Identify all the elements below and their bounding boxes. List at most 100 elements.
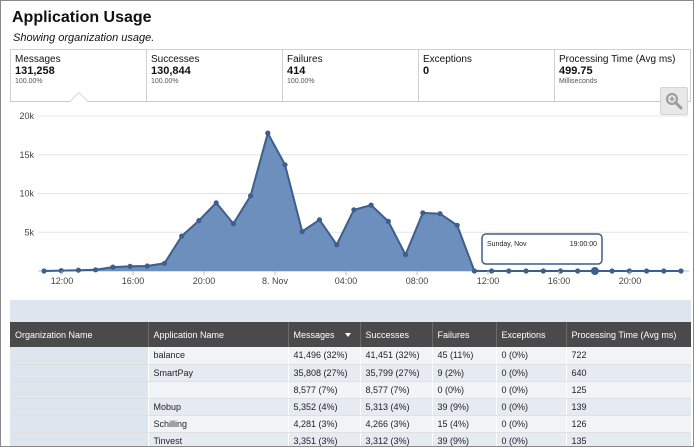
stat-successes[interactable]: Successes 130,844 100.00% (147, 50, 283, 101)
stat-value: 414 (287, 65, 306, 77)
table-row[interactable]: 8,577 (7%) 8,577 (7%) 0 (0%) 0 (0%) 125 (10, 381, 691, 399)
col-org-name[interactable]: Organization Name (10, 322, 149, 347)
table-cell (10, 398, 149, 416)
data-point[interactable] (540, 268, 546, 274)
table-row[interactable]: Mobup 5,352 (4%) 5,313 (4%) 39 (9%) 0 (0%) 13… (10, 398, 691, 416)
col-processing-time[interactable]: Processing Time (Avg ms) (566, 322, 691, 347)
tooltip-value: 19:00:00 (570, 241, 597, 248)
table-cell: 0 (0%) (496, 432, 567, 446)
data-point[interactable] (110, 264, 116, 270)
stat-sub: 100.00% (287, 78, 315, 85)
sort-desc-icon (344, 333, 351, 338)
usage-area-chart[interactable]: 20k 15k 10k 5k 12:00 16:00 20:00 8. Nov 04:00 08:… (1, 105, 694, 295)
stat-value: 499.75 (559, 65, 593, 77)
table-cell: 39 (9%) (432, 432, 497, 446)
data-point[interactable] (334, 242, 340, 248)
data-point[interactable] (590, 267, 599, 275)
data-point[interactable] (523, 268, 529, 274)
stat-exceptions[interactable]: Exceptions 0 (419, 50, 555, 101)
data-point[interactable] (368, 202, 374, 208)
usage-table: Organization Name Application Name Messa… (10, 322, 691, 446)
data-point[interactable] (127, 263, 133, 269)
table-cell: 722 (566, 347, 691, 365)
table-cell: Tinvest (148, 432, 289, 446)
data-point[interactable] (161, 260, 168, 266)
data-point[interactable] (489, 268, 495, 274)
stats-bar: Messages 131,258 100.00% Successes 130,8… (10, 49, 691, 102)
table-cell: 0 (0%) (496, 415, 567, 433)
stat-label: Messages (15, 54, 61, 65)
x-tick-label: 8. Nov (262, 276, 289, 286)
stat-label: Successes (151, 54, 200, 65)
table-header-row: Organization Name Application Name Messa… (10, 322, 691, 347)
stat-sub: 100.00% (15, 78, 43, 85)
y-tick-label: 20k (19, 111, 34, 121)
data-point[interactable] (179, 233, 185, 239)
data-point[interactable] (299, 228, 305, 235)
data-point[interactable] (609, 268, 615, 274)
data-point[interactable] (471, 268, 477, 274)
data-point[interactable] (626, 268, 633, 274)
data-point[interactable] (661, 268, 667, 274)
data-point[interactable] (454, 222, 460, 228)
stat-label: Failures (287, 54, 323, 65)
data-point[interactable] (644, 268, 650, 274)
data-point[interactable] (402, 252, 409, 258)
stat-failures[interactable]: Failures 414 100.00% (283, 50, 419, 101)
col-successes[interactable]: Successes (360, 322, 433, 347)
col-failures[interactable]: Failures (432, 322, 497, 347)
zoom-button[interactable] (660, 87, 688, 115)
table-cell: 0 (0%) (496, 347, 567, 365)
stat-processing-time[interactable]: Processing Time (Avg ms) 499.75 Millisec… (555, 50, 690, 101)
x-tick-label: 20:00 (193, 276, 216, 286)
stat-messages[interactable]: Messages 131,258 100.00% (11, 50, 147, 101)
data-point[interactable] (575, 268, 581, 274)
table-cell: 0 (0%) (496, 364, 567, 382)
table-cell (10, 347, 149, 365)
data-point[interactable] (282, 162, 288, 168)
table-cell: balance (148, 347, 289, 365)
data-point[interactable] (248, 193, 254, 199)
data-point[interactable] (385, 218, 391, 224)
table-cell: 8,577 (7%) (360, 381, 433, 399)
data-point[interactable] (41, 268, 47, 274)
data-point[interactable] (196, 218, 202, 224)
col-messages-label: Messages (293, 329, 335, 340)
y-tick-label: 15k (19, 150, 34, 160)
table-cell: 8,577 (7%) (288, 381, 361, 399)
data-point[interactable] (316, 217, 323, 223)
data-point[interactable] (93, 267, 99, 273)
table-cell (10, 415, 149, 433)
data-point[interactable] (144, 263, 150, 269)
table-cell: 39 (9%) (432, 398, 497, 416)
col-app-name[interactable]: Application Name (148, 322, 289, 347)
table-row[interactable]: Schilling 4,281 (3%) 4,266 (3%) 15 (4%) 0 (0… (10, 415, 691, 433)
table-cell: Mobup (148, 398, 289, 416)
data-point[interactable] (58, 268, 64, 274)
data-point[interactable] (506, 268, 512, 274)
data-point[interactable] (351, 207, 357, 213)
table-cell: 35,808 (27%) (288, 364, 361, 382)
stat-sub: 100.00% (151, 78, 179, 85)
table-cell: 640 (566, 364, 691, 382)
stat-label: Exceptions (423, 54, 472, 65)
x-tick-label: 16:00 (548, 276, 571, 286)
col-exceptions[interactable]: Exceptions (496, 322, 567, 347)
data-point[interactable] (213, 200, 219, 206)
data-point[interactable] (265, 130, 271, 136)
data-point[interactable] (230, 221, 236, 227)
x-tick-label: 08:00 (406, 276, 429, 286)
col-messages[interactable]: Messages (288, 322, 361, 347)
tooltip-box (481, 233, 603, 265)
data-point[interactable] (437, 211, 443, 217)
data-point[interactable] (75, 267, 81, 273)
data-point[interactable] (420, 210, 426, 216)
table-row[interactable]: SmartPay 35,808 (27%) 35,799 (27%) 9 (2%) 0 … (10, 364, 691, 382)
data-point[interactable] (678, 268, 684, 274)
table-row[interactable]: balance 41,496 (32%) 41,451 (32%) 45 (11%) 0… (10, 347, 691, 365)
tooltip-label: Sunday, Nov (487, 241, 527, 248)
x-tick-label: 20:00 (619, 276, 642, 286)
table-cell: 0 (0%) (496, 398, 567, 416)
table-row[interactable]: Tinvest 3,351 (3%) 3,312 (3%) 39 (9%) 0 (0%)… (10, 432, 691, 446)
